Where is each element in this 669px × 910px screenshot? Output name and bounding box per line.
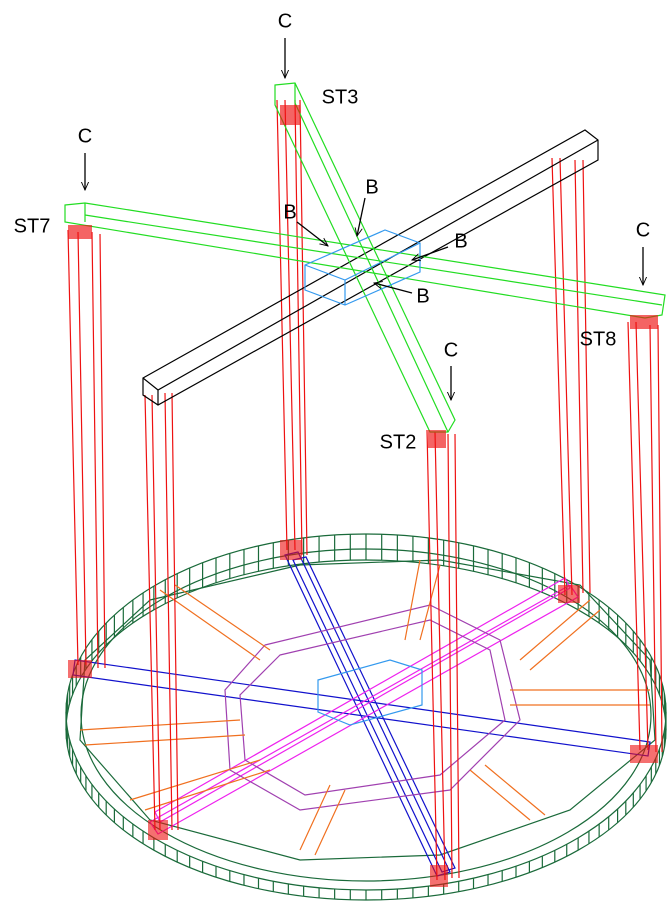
label: B: [365, 176, 378, 198]
label: ST7: [14, 215, 51, 237]
label: B: [283, 201, 296, 223]
label: ST8: [580, 328, 617, 350]
arrows: [85, 38, 643, 400]
label: C: [278, 10, 292, 32]
label: B: [454, 230, 467, 252]
label: C: [78, 125, 92, 147]
label: B: [416, 285, 429, 307]
label: C: [636, 219, 650, 241]
label: ST3: [322, 86, 359, 108]
base-ring: [65, 533, 667, 901]
columns: [67, 99, 663, 887]
upper-beams: [64, 82, 666, 448]
label: ST2: [380, 431, 417, 453]
label: C: [444, 339, 458, 361]
labels: C ST3 C ST7 C ST8 C ST2 B B B B: [14, 10, 651, 453]
